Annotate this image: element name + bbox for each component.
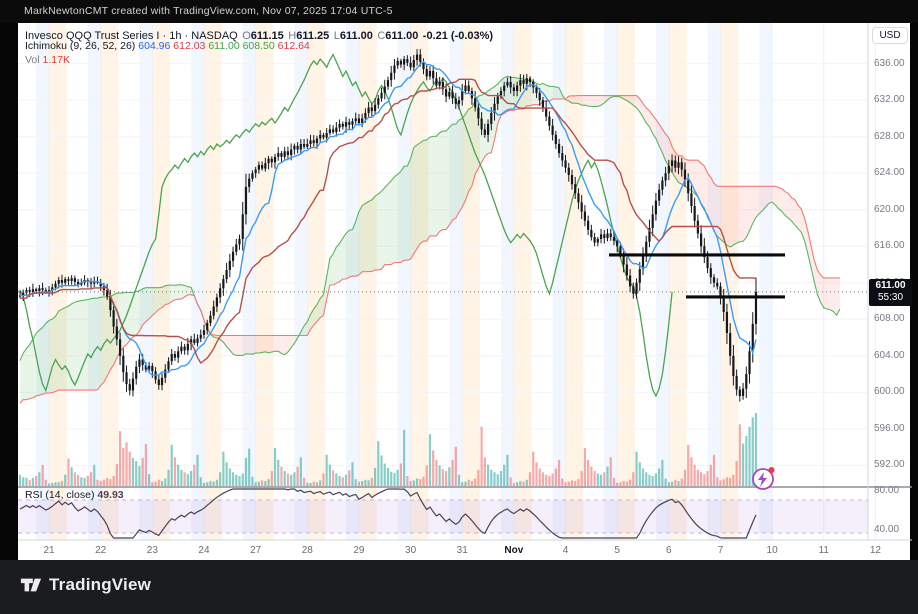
attribution-text: MarkNewtonCMT created with TradingView.c… [24, 5, 393, 17]
tradingview-logo-icon [20, 578, 42, 592]
time-tick-label: 7 [717, 545, 724, 556]
ichimoku-base-value: 612.03 [173, 40, 206, 52]
time-tick-label: 5 [614, 545, 620, 556]
ohlc-high-label: H [288, 30, 297, 42]
symbol-title[interactable]: Invesco QQQ Trust Series I · 1h · NASDAQ [25, 30, 238, 42]
rsi-tick-label: 80.00 [874, 484, 900, 496]
ohlc-open-label: O [242, 30, 251, 42]
volume-value: 1.17K [42, 54, 70, 66]
last-price: 611.00 [875, 280, 906, 291]
price-tick-label: 620.00 [874, 203, 905, 215]
ohlc-change: -0.21 (-0.03%) [422, 30, 494, 42]
price-tick-label: 592.00 [874, 459, 905, 471]
candles [18, 49, 758, 402]
footer-bar: TradingView [0, 560, 918, 614]
time-tick-label: 12 [869, 545, 881, 556]
time-tick-label: 30 [405, 545, 417, 556]
price-tick-label: 628.00 [874, 130, 905, 142]
rsi-pane [18, 488, 868, 539]
rsi-tick-label: 40.00 [874, 523, 900, 535]
trendline-drawings[interactable] [609, 253, 785, 299]
ichimoku-lagging-span [19, 53, 673, 398]
volume-label[interactable]: Vol [25, 54, 40, 66]
ohlc-high: 611.25 [296, 30, 330, 42]
rsi-value: 49.93 [97, 489, 124, 501]
volume-legend[interactable]: Vol 1.17K [25, 54, 70, 66]
time-tick-label: 6 [666, 545, 672, 556]
ichimoku-lead2-value: 612.64 [277, 40, 310, 52]
time-tick-label: 24 [198, 545, 210, 556]
ichimoku-legend[interactable]: Ichimoku (9, 26, 52, 26) 604.96 612.03 6… [25, 40, 310, 52]
ichimoku-name[interactable]: Ichimoku (9, 26, 52, 26) [25, 40, 136, 52]
time-tick-label: 23 [146, 545, 158, 556]
time-tick-label: 27 [250, 545, 262, 556]
ichimoku-cloud [19, 75, 841, 404]
time-tick-label: 31 [456, 545, 468, 556]
price-tick-label: 616.00 [874, 240, 905, 252]
time-tick-label: 29 [353, 545, 365, 556]
last-price-badge: 611.00 55:30 [869, 279, 912, 306]
time-tick-label: 11 [818, 545, 829, 556]
time-tick-label: 21 [43, 545, 55, 556]
price-tick-label: 608.00 [874, 313, 905, 325]
price-tick-label: 624.00 [874, 167, 905, 179]
ichimoku-lagging-value: 611.00 [208, 40, 240, 52]
time-tick-label: Nov [504, 545, 524, 556]
rsi-name[interactable]: RSI (14, close) [25, 489, 95, 501]
rsi-legend[interactable]: RSI (14, close) 49.93 [25, 489, 124, 501]
time-tick-label: 10 [766, 545, 778, 556]
time-tick-label: 22 [95, 545, 107, 556]
tradingview-brand[interactable]: TradingView [20, 574, 151, 596]
price-tick-label: 600.00 [874, 386, 905, 398]
currency-toggle[interactable]: USD [872, 27, 908, 44]
ohlc-open: 611.15 [250, 30, 284, 42]
price-tick-label: 596.00 [874, 422, 905, 434]
volume-bars [18, 412, 758, 486]
ichimoku-lines [19, 60, 757, 376]
time-tick-label: 4 [562, 545, 569, 556]
price-tick-label: 604.00 [874, 349, 905, 361]
time-tick-label: 28 [301, 545, 313, 556]
tradingview-wordmark: TradingView [49, 575, 152, 594]
symbol-legend[interactable]: Invesco QQQ Trust Series I · 1h · NASDAQ… [25, 26, 493, 44]
ichimoku-lead1-value: 608.50 [242, 40, 275, 52]
ichimoku-conversion-value: 604.96 [138, 40, 171, 52]
bar-countdown: 55:30 [877, 292, 904, 303]
ohlc-close-label: C [377, 30, 386, 42]
price-tick-label: 636.00 [874, 57, 905, 69]
ohlc-close: 611.00 [385, 30, 419, 42]
lightning-icon[interactable] [752, 467, 775, 490]
attribution-bar: MarkNewtonCMT created with TradingView.c… [0, 0, 918, 23]
ohlc-low-label: L [333, 30, 340, 42]
ohlc-low: 611.00 [339, 30, 373, 42]
price-tick-label: 632.00 [874, 94, 905, 106]
